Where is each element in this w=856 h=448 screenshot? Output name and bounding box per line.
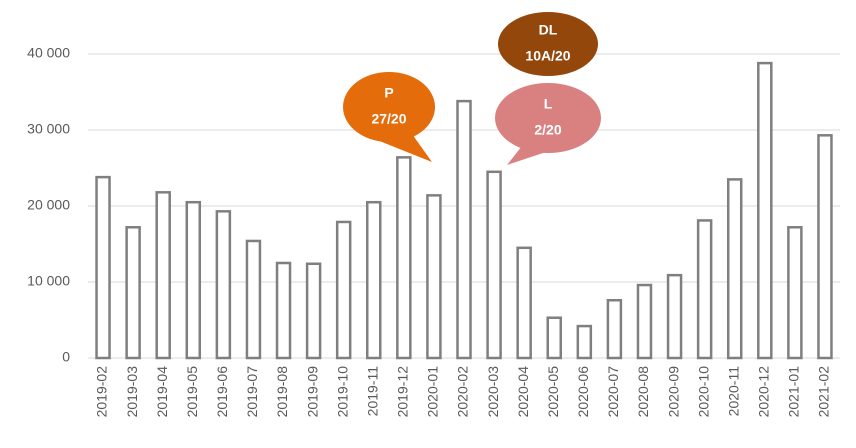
- bar: [456, 99, 472, 360]
- bar: [155, 191, 171, 360]
- bar: [426, 194, 442, 360]
- y-tick-label: 40 000: [27, 45, 70, 61]
- bubble: [498, 12, 598, 76]
- x-tick-label: 2019-06: [214, 366, 230, 418]
- x-tick-label: 2019-08: [274, 366, 290, 418]
- x-tick-label: 2020-07: [605, 366, 621, 418]
- x-tick-label: 2020-03: [485, 366, 501, 418]
- x-tick-label: 2019-09: [304, 366, 320, 418]
- bar: [787, 226, 803, 360]
- x-tick-label: 2019-02: [94, 366, 110, 418]
- bar: [726, 178, 743, 360]
- bar: [245, 239, 262, 360]
- y-tick-label: 0: [62, 349, 70, 365]
- x-tick-label: 2020-02: [455, 366, 471, 418]
- annotation-text: 2/20: [534, 122, 561, 138]
- bar: [396, 156, 412, 360]
- annotation-text: L: [544, 96, 553, 112]
- bar: [546, 316, 562, 360]
- bar: [125, 226, 141, 360]
- x-tick-label: 2019-04: [154, 366, 170, 418]
- bar: [486, 170, 502, 360]
- bar: [576, 324, 593, 360]
- bar: [516, 246, 532, 360]
- y-tick-label: 20 000: [27, 197, 70, 213]
- x-tick-label: 2020-05: [545, 366, 561, 418]
- x-tick-label: 2020-10: [695, 366, 711, 418]
- annotation-bubble: DL 10A/20: [498, 12, 598, 76]
- bar: [817, 134, 833, 360]
- x-tick-label: 2019-12: [395, 366, 411, 418]
- bar: [366, 200, 382, 360]
- x-tick-label: 2019-05: [184, 366, 200, 418]
- bubble: [495, 83, 601, 153]
- bubble: [343, 72, 435, 142]
- bar: [335, 220, 352, 360]
- bar: [666, 273, 683, 360]
- bar: [606, 298, 623, 360]
- x-tick-label: 2020-09: [665, 366, 681, 418]
- annotation-text: 10A/20: [525, 48, 570, 64]
- y-tick-label: 10 000: [27, 273, 70, 289]
- x-tick-label: 2020-06: [575, 366, 591, 418]
- annotation-bubble: P 27/20: [343, 72, 435, 162]
- bar: [305, 262, 322, 360]
- annotation-text: DL: [539, 22, 558, 38]
- bar: [95, 175, 111, 360]
- x-tick-label: 2019-07: [244, 366, 260, 418]
- bar: [215, 210, 232, 360]
- y-tick-label: 30 000: [27, 121, 70, 137]
- x-tick-label: 2020-04: [515, 366, 531, 418]
- annotation-text: P: [384, 85, 393, 101]
- x-tick-label: 2020-11: [725, 366, 741, 417]
- annotation-text: 27/20: [371, 111, 406, 127]
- bar: [636, 283, 653, 360]
- bar: [185, 200, 202, 360]
- x-tick-label: 2021-02: [816, 366, 832, 418]
- x-tick-label: 2020-08: [635, 366, 651, 418]
- x-tick-label: 2019-10: [334, 366, 350, 418]
- x-tick-label: 2019-11: [364, 366, 380, 417]
- bar: [696, 219, 713, 360]
- bar: [275, 261, 292, 360]
- x-tick-label: 2021-01: [786, 366, 802, 418]
- x-tick-label: 2020-12: [756, 366, 772, 418]
- x-tick-label: 2020-01: [425, 366, 441, 418]
- x-tick-label: 2019-03: [124, 366, 140, 418]
- annotation-bubble: L 2/20: [495, 83, 601, 165]
- bar: [757, 61, 773, 360]
